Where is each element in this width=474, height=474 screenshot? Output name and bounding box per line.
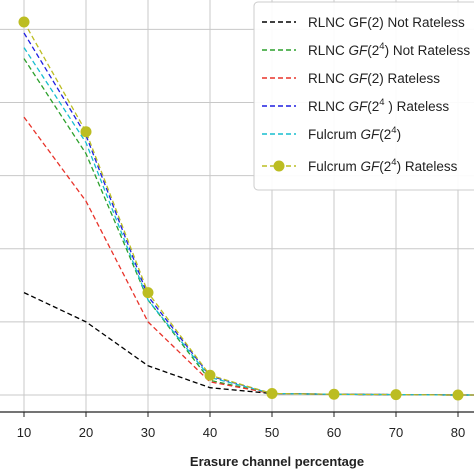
legend-label: RLNC GF(24 ) Rateless (308, 97, 449, 114)
x-tick-label: 80 (451, 425, 465, 440)
axes (0, 411, 474, 417)
x-axis-label: Erasure channel percentage (190, 454, 364, 469)
x-tick-label: 50 (265, 425, 279, 440)
series-line-1 (23, 292, 474, 396)
legend-label: RLNC GF(2) Not Rateless (308, 15, 465, 30)
series-point (452, 389, 464, 401)
series-point (266, 388, 278, 400)
x-tick-labels: 10 20 30 40 50 60 70 80 (17, 425, 465, 440)
legend-label: Fulcrum GF(24) Rateless (308, 157, 458, 174)
legend-box (253, 1, 474, 191)
x-tick-label: 30 (141, 425, 155, 440)
legend-label: Fulcrum GF(24) (308, 125, 401, 142)
series-point (390, 389, 402, 401)
x-tick-label: 20 (79, 425, 93, 440)
series-layer (18, 16, 474, 401)
x-tick-label: 70 (389, 425, 403, 440)
series-line-5 (23, 47, 474, 396)
legend-marker (273, 160, 285, 172)
series-point (80, 126, 92, 138)
legend-label: RLNC GF(2) Rateless (308, 71, 440, 86)
legend-label: RLNC GF(24) Not Rateless (308, 41, 470, 58)
series-point (328, 388, 340, 400)
series-point (204, 369, 216, 381)
x-tick-label: 40 (203, 425, 217, 440)
series-point (18, 16, 30, 28)
series-point (142, 287, 154, 299)
x-tick-label: 60 (327, 425, 341, 440)
legend: RLNC GF(2) Not Rateless RLNC GF(24) Not R… (253, 1, 474, 191)
x-tick-label: 10 (17, 425, 31, 440)
